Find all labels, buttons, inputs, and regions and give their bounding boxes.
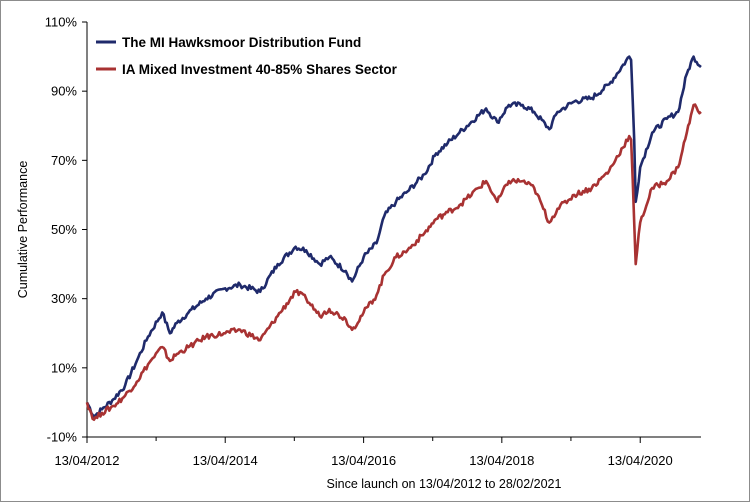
legend-label-fund: The MI Hawksmoor Distribution Fund [122,35,361,50]
y-tick-label: 110% [45,15,78,30]
chart-axes: -10% 10% 30% 50% 70% 90% 110% 13/04/2012 13/04/2… [45,15,701,468]
x-tick-label: 13/04/2016 [331,453,396,468]
y-tick-label: 10% [51,360,77,375]
x-tick-label: 13/04/2012 [54,453,119,468]
series-line-fund [85,55,702,418]
series-line-sector [85,103,702,422]
x-tick-label: 13/04/2014 [193,453,258,468]
x-tick-label: 13/04/2020 [608,453,673,468]
y-tick-label: 90% [51,84,77,99]
chart-series [85,55,702,422]
chart-legend: The MI Hawksmoor Distribution Fund IA Mi… [96,35,398,77]
y-axis-label: Cumulative Performance [16,161,30,299]
y-tick-label: -10% [47,430,78,445]
y-tick-label: 30% [51,291,77,306]
x-axis-label: Since launch on 13/04/2012 to 28/02/2021 [327,477,562,491]
y-tick-label: 70% [51,153,77,168]
legend-label-sector: IA Mixed Investment 40-85% Shares Sector [122,62,398,77]
x-tick-label: 13/04/2018 [469,453,534,468]
y-tick-label: 50% [51,222,77,237]
